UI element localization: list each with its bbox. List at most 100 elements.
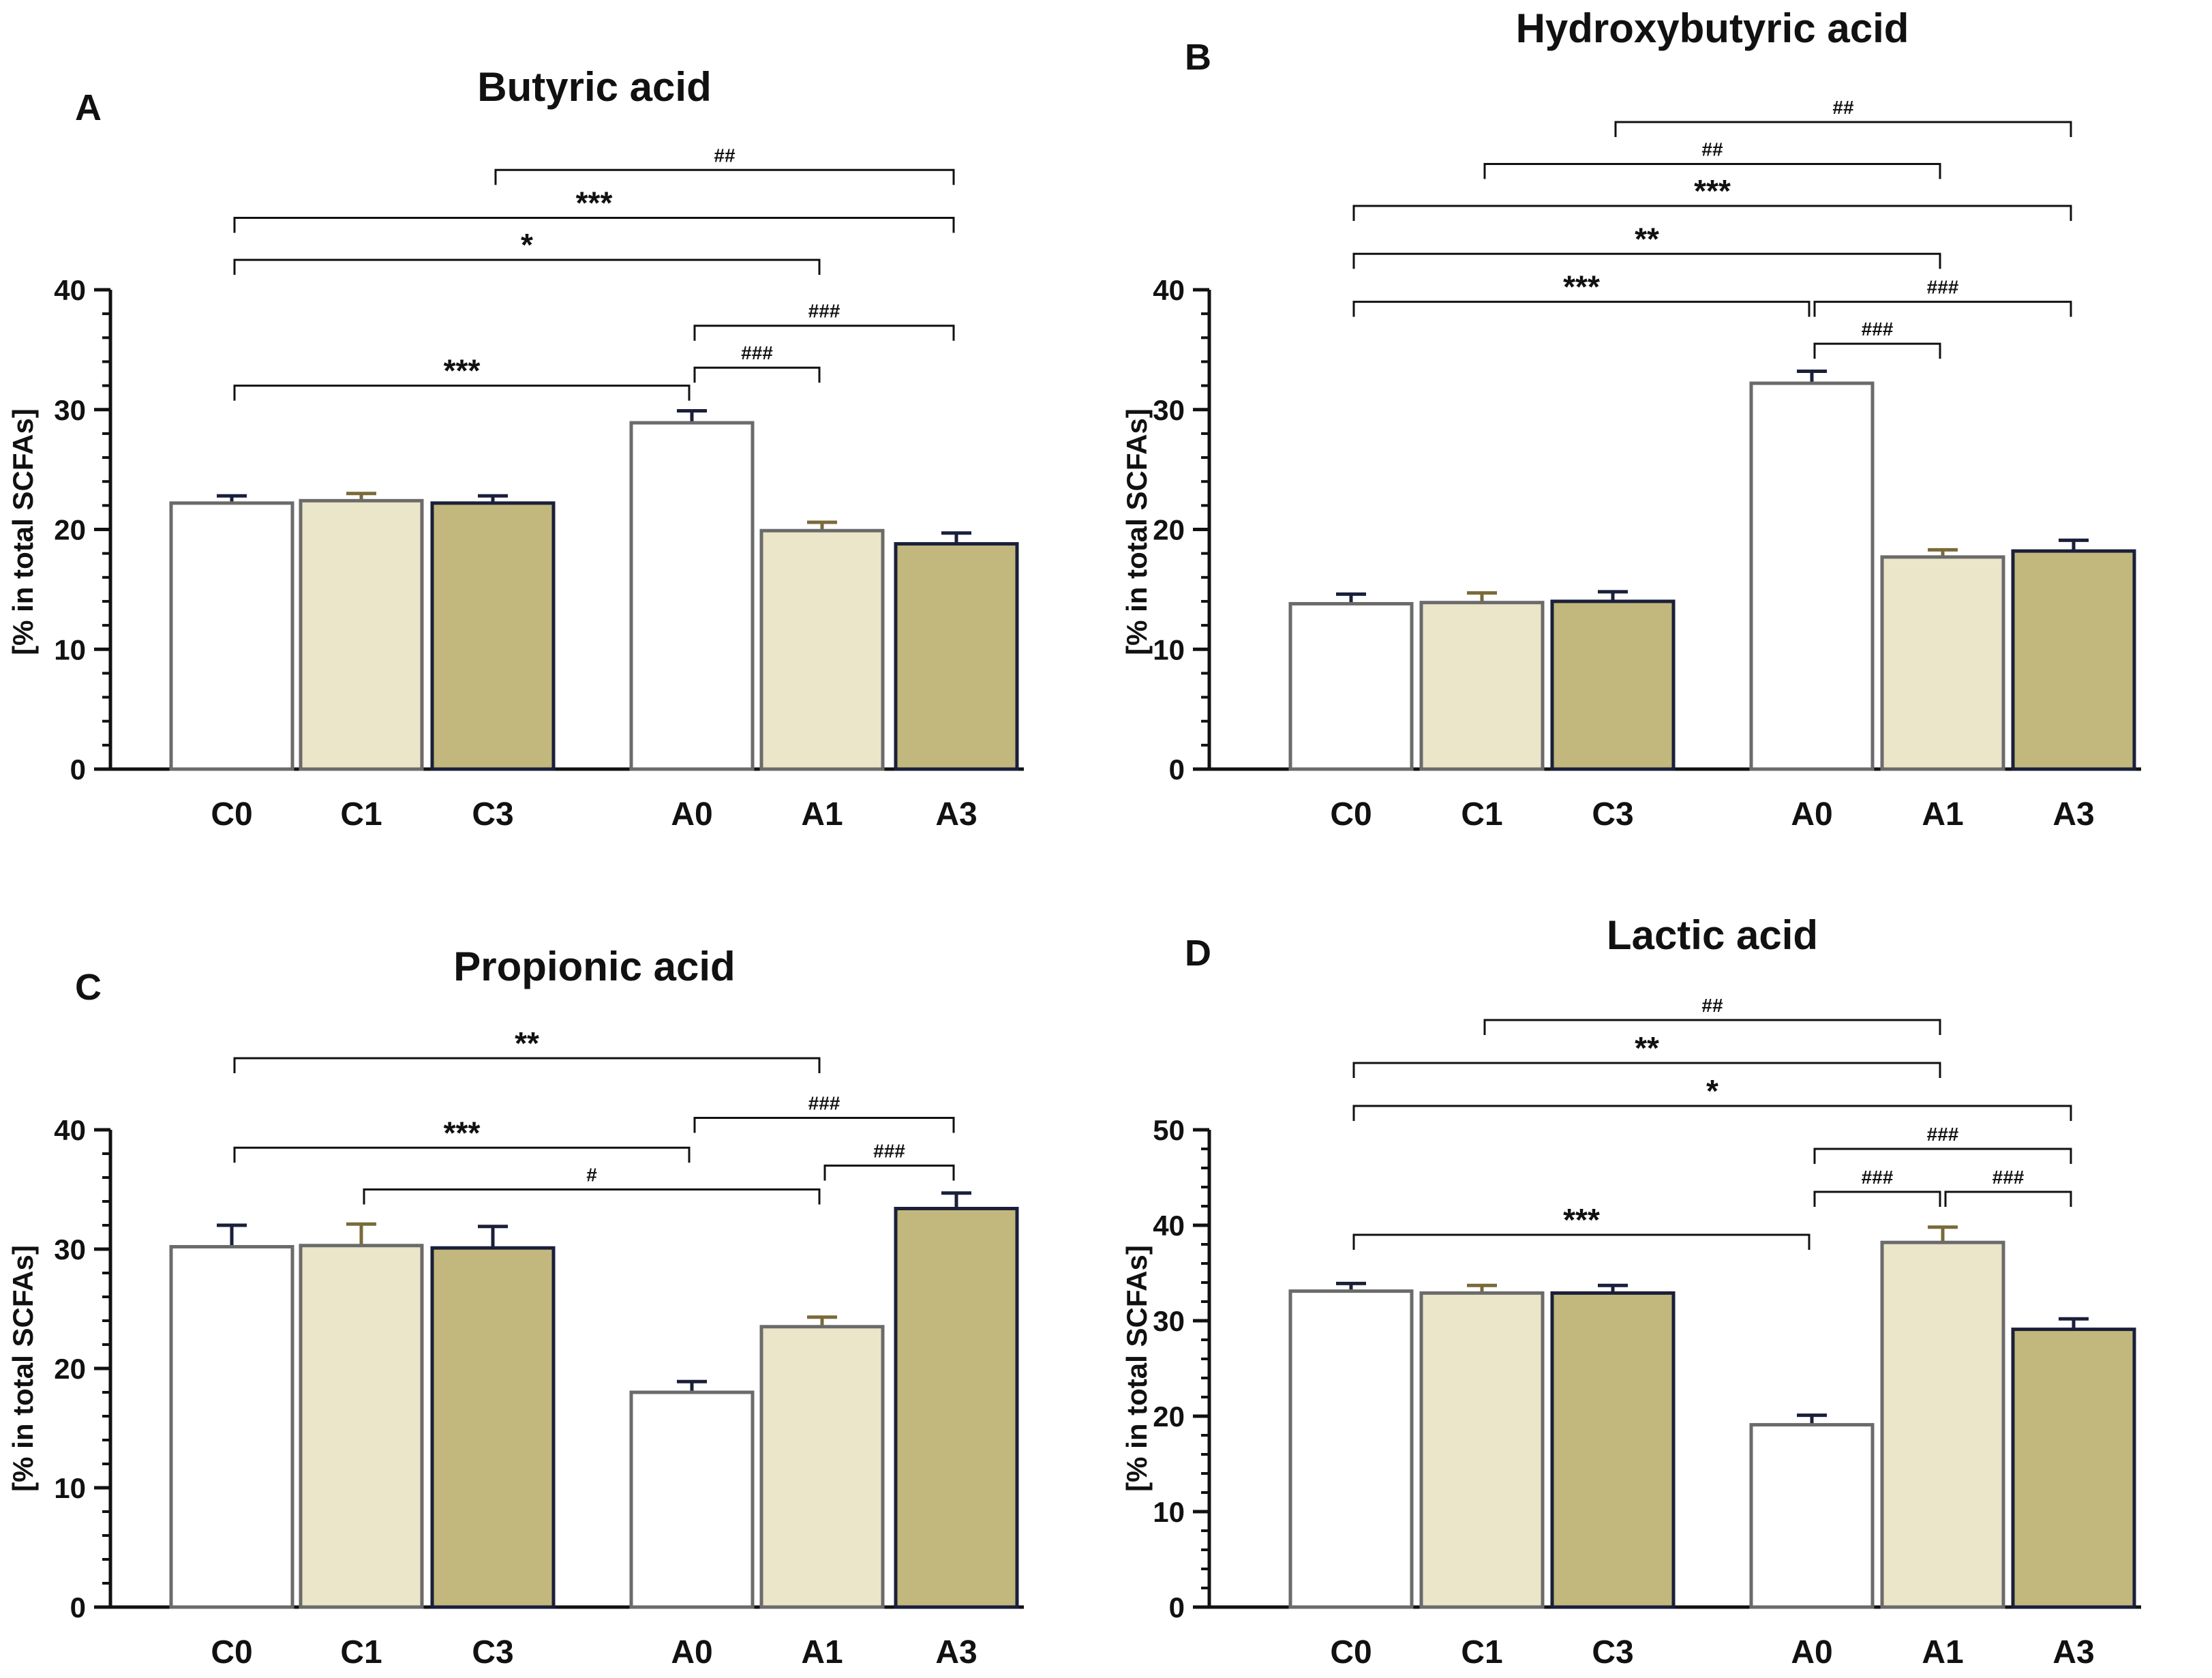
y-tick-label: 0 [1169,753,1185,785]
panel-letter: A [75,87,102,128]
panel-letter: C [75,967,102,1008]
significance-bracket [823,1165,955,1181]
significance-bracket [233,217,955,233]
panel-c: C Propionic acid [% in total SCFAs] 0 10 20 30… [7,944,1024,1670]
bar-a0 [1749,1423,1875,1609]
significance-label: ## [714,145,736,166]
y-axis-label: [% in total SCFAs] [1121,408,1153,655]
significance-label: ** [1635,221,1659,256]
significance-label: * [1706,1073,1718,1109]
significance-bracket [233,385,691,401]
significance-label: ### [741,342,773,363]
bar-c1 [1419,601,1545,771]
y-tick-label: 10 [54,1472,86,1504]
bar-c1 [299,498,424,771]
bar-a1 [1880,1240,2005,1609]
y-axis-label: [% in total SCFAs] [7,1245,39,1492]
significance-label: ## [1701,138,1723,160]
y-tick-label: 40 [54,1114,86,1146]
x-tick-label: C0 [1330,1634,1372,1670]
x-tick-label: A1 [801,1634,843,1670]
significance-bracket [1813,301,2072,317]
significance-label: ### [1993,1167,2025,1188]
bar-a3 [894,542,1019,771]
significance-bracket [1813,342,1941,359]
y-axis-label: [% in total SCFAs] [7,408,39,655]
significance-label: * [521,227,533,263]
significance-label: # [586,1165,597,1186]
bar-a1 [759,1325,885,1609]
significance-label: ### [1927,1124,1959,1145]
x-tick-label: A1 [801,796,843,833]
x-tick-label: A3 [2052,1634,2094,1670]
significance-label: ** [515,1025,539,1061]
significance-label: ** [1635,1030,1659,1066]
panel-d: D Lactic acid [% in total SCFAs] 0 10 20 30 40 5… [1121,912,2141,1670]
y-tick-label: 20 [54,1353,86,1385]
y-tick-label: 20 [1153,1400,1185,1433]
significance-label: *** [1563,269,1600,305]
y-tick-label: 20 [1153,514,1185,546]
bar-c1 [299,1244,424,1609]
panel-a: A Butyric acid [% in total SCFAs] 0 10 20 30 40… [7,64,1024,833]
x-tick-label: A0 [1791,796,1832,833]
x-tick-label: A1 [1922,1634,1963,1670]
y-tick-label: 30 [1153,1305,1185,1337]
significance-bracket [693,1117,955,1133]
significance-bracket [693,325,955,341]
significance-label: ### [873,1141,905,1162]
significance-label: ### [808,301,840,322]
significance-label: *** [576,185,613,221]
bar-c0 [169,1245,294,1609]
significance-bracket [1352,205,2072,221]
y-tick-label: 0 [70,1591,86,1623]
bar-a1 [759,528,885,771]
y-tick-label: 30 [1153,394,1185,426]
x-tick-label: C3 [472,1634,513,1670]
x-tick-label: A3 [935,796,977,833]
x-tick-label: A0 [671,1634,712,1670]
bar-a3 [894,1207,1019,1609]
x-tick-label: C0 [211,1634,252,1670]
chart-title: Butyric acid [477,64,711,110]
y-tick-label: 40 [54,274,86,306]
significance-label: ### [1862,318,1894,340]
chart-title: Lactic acid [1607,912,1818,958]
significance-bracket [1352,1062,1941,1078]
bar-c0 [1288,601,1414,771]
significance-bracket [233,1057,821,1073]
y-tick-label: 20 [54,514,86,546]
x-tick-label: C1 [1461,1634,1502,1670]
x-tick-label: C3 [1592,796,1633,833]
bar-a0 [1749,381,1875,771]
y-tick-label: 40 [1153,1210,1185,1242]
bar-c3 [1550,1291,1676,1609]
x-tick-label: C3 [472,796,513,833]
significance-bracket [233,258,821,275]
y-tick-label: 0 [70,753,86,785]
significance-bracket [1352,1233,1810,1250]
significance-bracket [693,366,821,383]
y-tick-label: 10 [1153,1496,1185,1528]
bar-c1 [1419,1291,1545,1609]
significance-label: ## [1832,97,1854,118]
significance-label: ### [808,1093,840,1114]
y-tick-label: 30 [54,394,86,426]
significance-bracket [494,168,955,185]
bar-a0 [629,421,755,771]
significance-bracket [1483,162,1941,179]
significance-bracket [1352,252,1941,269]
x-tick-label: C0 [1330,796,1372,833]
significance-bracket [1352,301,1810,317]
bar-c0 [1288,1289,1414,1609]
significance-bracket [1813,1190,1941,1207]
x-tick-label: C1 [1461,796,1502,833]
chart-title: Propionic acid [453,944,735,989]
bar-c3 [430,501,556,771]
significance-bracket [1813,1148,2072,1164]
bar-c3 [1550,599,1676,771]
panel-letter: D [1185,933,1211,974]
significance-label: *** [444,1115,481,1150]
y-tick-label: 10 [1153,633,1185,665]
